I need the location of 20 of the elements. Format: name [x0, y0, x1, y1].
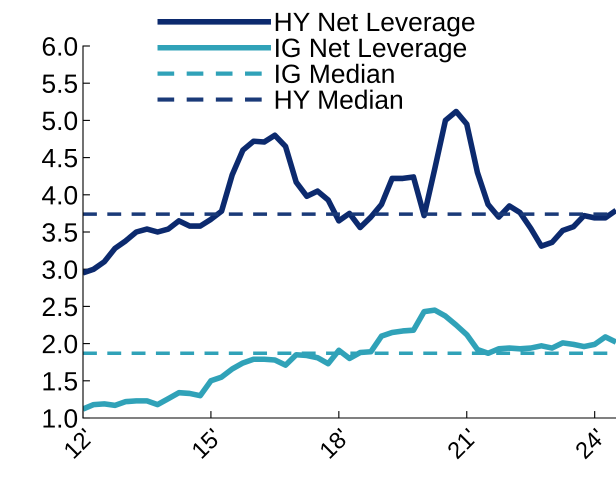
legend-label: IG Median	[276, 64, 394, 84]
y-tick-label: 2.5	[42, 298, 78, 316]
y-tick-label: 6.0	[42, 37, 78, 56]
y-tick-label: 3.5	[42, 223, 78, 242]
y-tick-label: 4.0	[42, 186, 78, 205]
x-tick-label: 21'	[446, 428, 478, 460]
y-tick-label: 5.5	[42, 74, 78, 94]
y-tick-label: 1.5	[43, 372, 78, 391]
legend-label: IG Net Leverage	[276, 38, 466, 62]
x-tick-label: 24'	[574, 428, 606, 460]
x-tick-label: 12'	[62, 428, 94, 459]
y-tick-label: 2.0	[42, 334, 78, 354]
x-tick-label: 15'	[191, 428, 222, 460]
legend-label: HY Median	[276, 90, 402, 110]
x-tick-label: 18'	[318, 428, 350, 460]
y-tick-label: 5.0	[42, 112, 78, 130]
legend-label: HY Net Leverage	[276, 12, 474, 37]
y-tick-label: 3.0	[42, 260, 78, 280]
y-tick-label: 1.0	[43, 409, 78, 428]
y-tick-label: 4.5	[42, 149, 78, 168]
